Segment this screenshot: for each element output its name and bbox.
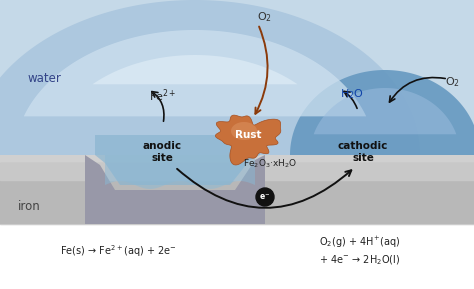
Polygon shape: [85, 155, 265, 224]
Polygon shape: [314, 88, 456, 134]
Text: Fe$_2$O$_3$·xH$_2$O: Fe$_2$O$_3$·xH$_2$O: [243, 158, 297, 171]
Text: O$_2$: O$_2$: [257, 10, 273, 24]
Text: iron: iron: [18, 201, 41, 214]
Text: anodic
site: anodic site: [143, 141, 182, 163]
Bar: [0, 0, 474, 155]
Text: + 4e$^{-}$ → 2H$_2$O(l): + 4e$^{-}$ → 2H$_2$O(l): [319, 253, 401, 267]
Text: O$_2$: O$_2$: [446, 75, 461, 89]
Polygon shape: [92, 55, 298, 84]
Bar: [0, 155, 474, 163]
Polygon shape: [95, 135, 260, 185]
Polygon shape: [0, 0, 420, 155]
Bar: [0, 224, 474, 289]
Polygon shape: [290, 70, 474, 155]
Text: cathodic
site: cathodic site: [338, 141, 388, 163]
Polygon shape: [24, 30, 366, 116]
Polygon shape: [215, 115, 281, 165]
Text: O$_2$(g) + 4H$^{+}$(aq): O$_2$(g) + 4H$^{+}$(aq): [319, 234, 401, 249]
Polygon shape: [231, 122, 257, 140]
Text: Fe(s) → Fe$^{2+}$(aq) + 2e$^{-}$: Fe(s) → Fe$^{2+}$(aq) + 2e$^{-}$: [60, 243, 176, 259]
Text: Fe$^{2+}$: Fe$^{2+}$: [149, 88, 177, 104]
Polygon shape: [105, 155, 255, 189]
Text: water: water: [28, 73, 62, 86]
Bar: [0, 163, 474, 224]
Bar: [0, 163, 474, 180]
Text: Rust: Rust: [235, 130, 261, 140]
Text: e$^{-}$: e$^{-}$: [259, 192, 271, 202]
Text: H$_2$O: H$_2$O: [340, 87, 364, 101]
Circle shape: [256, 188, 274, 206]
